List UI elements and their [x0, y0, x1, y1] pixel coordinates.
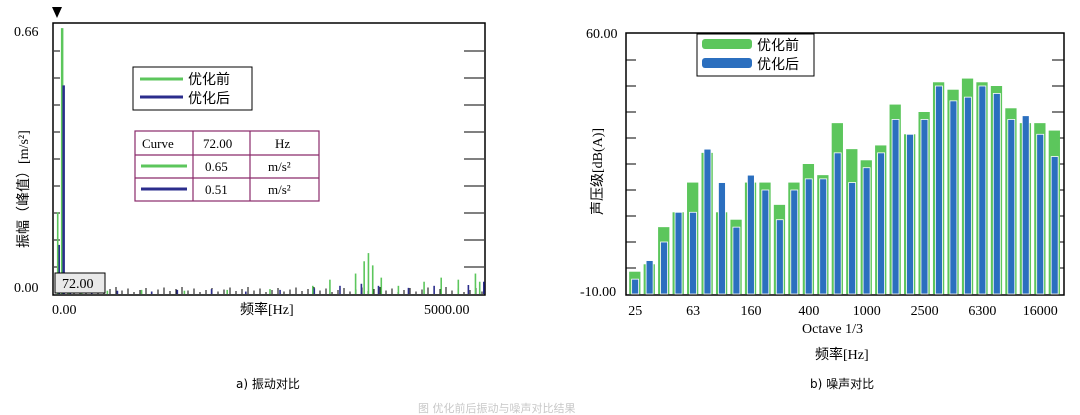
caption-a: a) 振动对比 [236, 377, 300, 391]
noise-bar-after [775, 219, 784, 295]
noise-legend-label-after: 优化后 [757, 57, 799, 73]
noise-xlabel: 频率[Hz] [815, 346, 869, 363]
noise-bar-after [804, 178, 813, 295]
noise-chart: 25 63 160 400 1000 2500 6300 16000 60.00 -10.00… [580, 27, 1065, 363]
vibration-ytick-top: 0.66 [14, 25, 39, 40]
noise-bar-after [877, 152, 885, 295]
noise-bar-after [1021, 115, 1030, 295]
cursor-marker-icon[interactable] [52, 7, 62, 18]
noise-bar-after [906, 133, 914, 295]
noise-bar-after [631, 278, 640, 295]
table-unit-before: m/s² [268, 159, 291, 174]
noise-legend-swatch-after [702, 58, 752, 68]
vibration-ytick-bottom: 0.00 [14, 281, 39, 296]
noise-bar-after [660, 241, 668, 295]
noise-bar-after [790, 189, 799, 295]
noise-bar-after [833, 152, 842, 295]
vibration-legend [132, 66, 253, 111]
legend-label-after: 优化后 [188, 91, 230, 107]
noise-bar-after [718, 182, 726, 295]
noise-xtick-label: 63 [686, 304, 700, 319]
vibration-chart: 0.66 0.00 0.00 5000.00 频率[Hz] 振幅（峰值）[m/s… [14, 7, 486, 318]
table-header-unit: Hz [275, 136, 290, 151]
noise-legend-label-before: 优化前 [757, 37, 799, 54]
noise-xtick-label: 16000 [1023, 304, 1058, 319]
noise-xtick-label: 6300 [968, 304, 996, 319]
noise-xtick-label: 400 [798, 304, 819, 319]
noise-bar-after [674, 211, 683, 295]
noise-bar-after [645, 260, 654, 295]
noise-bar-after [963, 96, 972, 295]
noise-xtick-label: 25 [628, 304, 642, 319]
table-header-freq: 72.00 [203, 136, 232, 151]
table-value-before: 0.65 [205, 159, 228, 174]
noise-bar-after [761, 189, 770, 295]
vibration-xtick-left: 0.00 [52, 303, 77, 318]
noise-bar-after [732, 226, 741, 295]
noise-bar-after [1050, 156, 1059, 295]
noise-bar-after [689, 211, 697, 295]
noise-xtick-label: 2500 [911, 304, 939, 319]
vibration-xtick-right: 5000.00 [424, 303, 470, 318]
table-value-after: 0.51 [205, 182, 228, 197]
noise-ytick-bottom: -10.00 [580, 285, 616, 300]
noise-xtick-label: 160 [740, 304, 761, 319]
noise-legend-swatch-before [702, 39, 752, 49]
table-header-curve: Curve [142, 136, 174, 151]
noise-bars [629, 78, 1060, 295]
caption-b: b) 噪声对比 [810, 377, 874, 391]
noise-bar-after [949, 100, 958, 295]
cursor-value: 72.00 [62, 277, 94, 292]
noise-bar-after [1036, 133, 1045, 295]
vibration-xlabel: 频率[Hz] [240, 301, 294, 318]
noise-bar-after [978, 85, 987, 295]
noise-xlabel-octave: Octave 1/3 [802, 322, 863, 337]
noise-bar-after [746, 174, 755, 295]
table-unit-after: m/s² [268, 182, 291, 197]
noise-ytick-top: 60.00 [586, 27, 618, 42]
noise-bar-after [848, 182, 857, 295]
noise-bar-after [935, 85, 943, 295]
vibration-y-minor-ticks [54, 50, 484, 268]
noise-bar-after [1007, 119, 1016, 295]
noise-bar-after [992, 93, 1001, 295]
noise-bar-after [891, 119, 900, 295]
legend-label-before: 优化前 [188, 71, 230, 88]
caption-faint: 图 优化前后振动与噪声对比结果 [418, 401, 576, 415]
noise-xtick-label: 1000 [853, 304, 881, 319]
vibration-ylabel: 振幅（峰值）[m/s²] [16, 130, 32, 248]
noise-bar-after [862, 167, 871, 295]
noise-bar-after [703, 148, 712, 295]
noise-ylabel: 声压级[dB(A)] [590, 128, 606, 215]
cursor-value-box[interactable] [54, 272, 106, 294]
noise-bar-after [819, 178, 828, 295]
noise-x-tick-labels: 25 63 160 400 1000 2500 6300 16000 [628, 304, 1058, 319]
noise-bar-after [920, 119, 929, 295]
